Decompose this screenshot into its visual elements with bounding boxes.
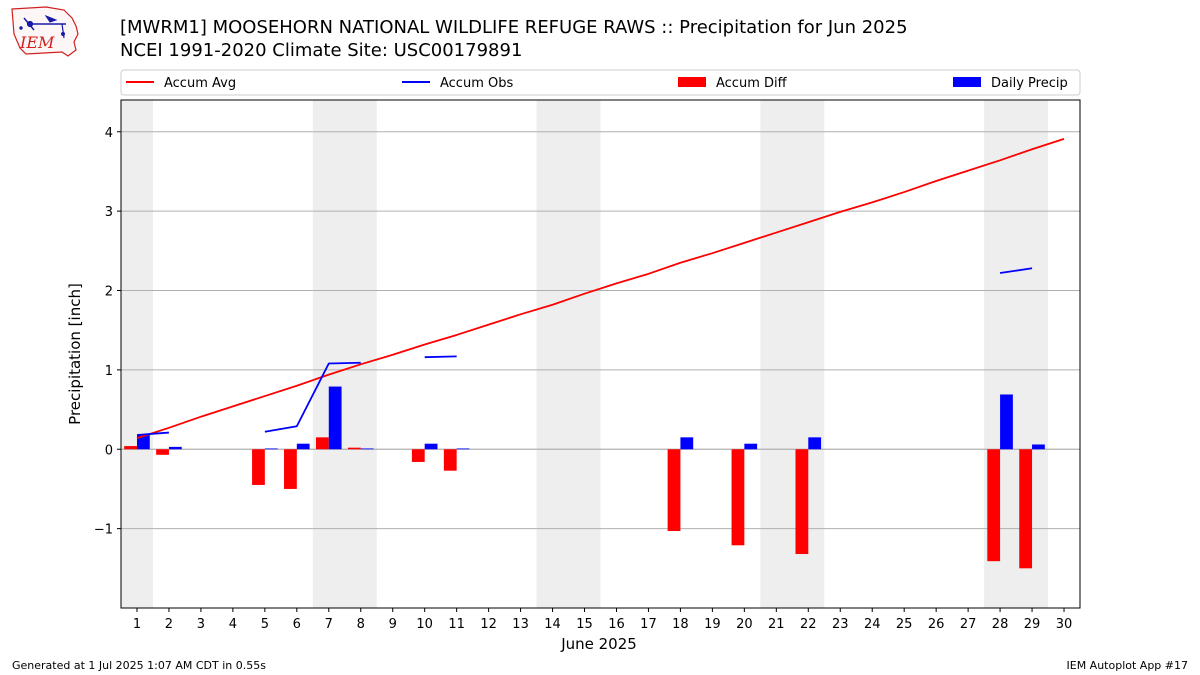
x-tick-label: 3 — [197, 617, 205, 632]
x-tick-label: 21 — [768, 617, 785, 632]
x-tick-label: 19 — [704, 617, 721, 632]
weekend-band — [536, 100, 601, 608]
bar-marks — [124, 386, 1045, 569]
x-tick-label: 26 — [928, 617, 945, 632]
x-tick-label: 16 — [608, 617, 625, 632]
chart-subtitle: NCEI 1991-2020 Climate Site: USC00179891 — [120, 40, 523, 61]
daily-precip-bar — [168, 446, 182, 450]
weekend-band — [121, 100, 153, 608]
x-tick-label: 11 — [448, 617, 465, 632]
accum-obs-line — [264, 361, 361, 433]
logo-text: IEM — [19, 33, 55, 52]
chart-title: [MWRM1] MOOSEHORN NATIONAL WILDLIFE REFU… — [120, 17, 908, 38]
x-tick-label: 14 — [544, 617, 561, 632]
daily-precip-bar — [424, 443, 438, 450]
x-tick-label: 27 — [960, 617, 977, 632]
y-tick-label: −1 — [94, 523, 113, 538]
daily-precip-bar — [808, 437, 822, 450]
legend-swatch-accum-diff — [678, 77, 706, 87]
accum-obs-line — [999, 267, 1033, 274]
x-tick-label: 6 — [293, 617, 301, 632]
accum-avg-line — [136, 138, 1065, 439]
weekend-shading — [121, 100, 1049, 608]
x-tick-label: 7 — [325, 617, 333, 632]
x-tick-label: 12 — [480, 617, 497, 632]
x-axis-label: June 2025 — [560, 635, 637, 653]
generated-timestamp: Generated at 1 Jul 2025 1:07 AM CDT in 0… — [12, 659, 266, 672]
line-marks — [136, 138, 1065, 439]
x-tick-label: 24 — [864, 617, 881, 632]
accum-diff-bar — [1019, 449, 1033, 569]
accum-diff-bar — [411, 449, 425, 462]
x-tick-label: 28 — [992, 617, 1009, 632]
weather-station-icon — [19, 14, 66, 39]
accum-obs-line — [424, 355, 457, 359]
x-tick-label: 9 — [389, 617, 397, 632]
x-tick-label: 23 — [832, 617, 849, 632]
accum-diff-bar — [124, 446, 137, 450]
daily-precip-bar — [264, 448, 278, 450]
x-tick-label: 29 — [1024, 617, 1041, 632]
y-tick-label: 2 — [105, 285, 113, 300]
plot-area-frame — [120, 99, 1081, 609]
accum-obs-line — [136, 431, 170, 436]
x-tick-label: 5 — [261, 617, 269, 632]
daily-precip-bar — [360, 448, 374, 450]
legend-label-accum-diff: Accum Diff — [716, 76, 788, 91]
x-tick-label: 20 — [736, 617, 753, 632]
accum-diff-bar — [347, 447, 361, 450]
iem-logo: IEM — [11, 6, 79, 57]
y-gridlines — [121, 131, 1080, 530]
legend-label-accum-avg: Accum Avg — [164, 76, 236, 91]
weekend-band — [312, 100, 377, 608]
x-tick-label: 10 — [416, 617, 433, 632]
legend-swatch-daily-precip — [953, 77, 981, 87]
app-label: IEM Autoplot App #17 — [1066, 659, 1189, 672]
legend-frame — [120, 69, 1081, 96]
x-tick-label: 4 — [229, 617, 237, 632]
legend-label-accum-obs: Accum Obs — [440, 76, 513, 91]
x-tick-label: 30 — [1056, 617, 1073, 632]
x-tick-label: 1 — [133, 617, 141, 632]
accum-diff-bar — [156, 449, 169, 455]
daily-precip-bar — [1000, 394, 1013, 450]
x-tick-label: 13 — [512, 617, 529, 632]
daily-precip-bar — [136, 434, 150, 450]
accum-diff-bar — [252, 449, 265, 485]
daily-precip-bar — [1032, 444, 1045, 450]
accum-diff-bar — [987, 449, 1001, 562]
x-tick-label: 22 — [800, 617, 817, 632]
x-tick-label: 15 — [576, 617, 593, 632]
x-tick-label: 17 — [640, 617, 657, 632]
accum-diff-bar — [795, 449, 809, 555]
weekend-band — [760, 100, 825, 608]
accum-diff-bar — [315, 437, 329, 450]
legend: Accum Avg Accum Obs Accum Diff Daily Precip — [120, 69, 1081, 96]
x-tick-label: 18 — [672, 617, 689, 632]
daily-precip-bar — [456, 448, 470, 450]
legend-label-daily-precip: Daily Precip — [991, 76, 1068, 91]
daily-precip-bar — [680, 437, 694, 450]
daily-precip-bar — [744, 443, 758, 450]
y-tick-label: 1 — [105, 364, 113, 379]
y-tick-label: 3 — [105, 205, 113, 220]
accum-diff-bar — [284, 449, 297, 489]
accum-diff-bar — [667, 449, 681, 532]
y-tick-label: 4 — [105, 126, 113, 141]
y-axis-label: Precipitation [inch] — [66, 283, 84, 425]
accum-diff-bar — [443, 449, 457, 471]
accum-diff-bar — [731, 449, 745, 546]
x-tick-label: 2 — [165, 617, 173, 632]
daily-precip-bar — [296, 443, 310, 450]
x-tick-label: 25 — [896, 617, 913, 632]
daily-precip-bar — [328, 386, 342, 450]
x-tick-label: 8 — [357, 617, 365, 632]
y-tick-label: 0 — [105, 443, 113, 458]
